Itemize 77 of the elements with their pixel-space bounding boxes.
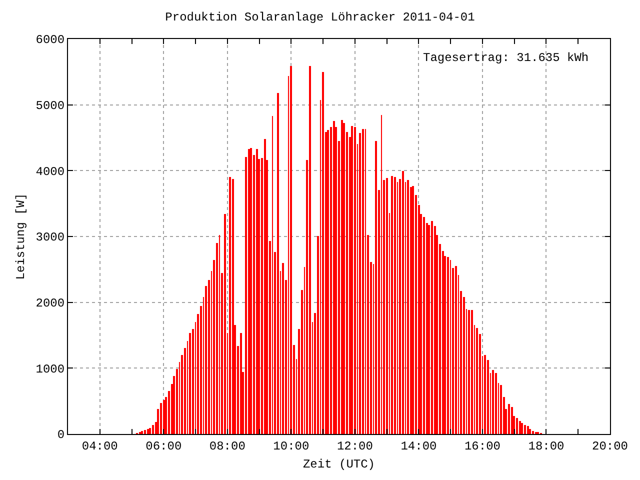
bar [516, 418, 518, 434]
bar [394, 177, 396, 434]
x-axis-title: Zeit (UTC) [302, 457, 376, 472]
bar [500, 385, 502, 434]
bar [386, 178, 388, 434]
bar [492, 370, 494, 434]
bar [423, 217, 425, 434]
y-tick-label: 3000 [36, 230, 65, 245]
x-tick-label: 06:00 [146, 439, 182, 454]
bar [447, 257, 449, 434]
bar [431, 221, 433, 434]
bar [391, 176, 393, 434]
bar [232, 179, 234, 434]
bar [519, 421, 521, 434]
y-tick-label: 0 [57, 428, 65, 442]
bar [402, 171, 404, 434]
bar [240, 333, 242, 434]
bar [309, 66, 311, 434]
bar [282, 263, 284, 434]
bar [468, 310, 470, 434]
bar [152, 425, 154, 434]
bar [511, 407, 513, 434]
bar [362, 129, 364, 434]
bar [147, 429, 149, 434]
bar [163, 400, 165, 434]
bar [351, 126, 353, 434]
bar [455, 266, 457, 434]
bar [532, 431, 534, 434]
x-tick-label: 12:00 [336, 439, 373, 454]
y-tick-label: 1000 [36, 362, 65, 376]
y-tick-label: 5000 [36, 99, 65, 114]
bar [256, 149, 258, 434]
bar [521, 423, 523, 434]
y-tick-label: 2000 [36, 296, 65, 311]
bar [359, 133, 361, 434]
bar [229, 177, 231, 434]
bar [189, 333, 191, 434]
bar [375, 141, 377, 434]
bar [341, 120, 343, 434]
bar [141, 431, 143, 434]
annotation: Tagesertrag: 31.635 kWh [423, 51, 589, 65]
bar [144, 430, 146, 434]
bar [333, 121, 335, 434]
bar [343, 123, 345, 434]
bar [149, 428, 151, 434]
x-tick-label: 20:00 [592, 439, 628, 454]
bar [428, 225, 430, 434]
x-tick-label: 18:00 [528, 439, 564, 454]
y-tick-label: 6000 [36, 33, 65, 48]
bar [327, 130, 329, 434]
x-tick-label: 04:00 [82, 439, 118, 454]
bar [250, 148, 252, 434]
x-tick-label: 10:00 [273, 439, 310, 454]
x-tick-label: 14:00 [400, 439, 437, 454]
bar [354, 127, 356, 434]
bar [407, 180, 409, 434]
bar [412, 186, 414, 434]
y-axis-title: Leistung [W] [14, 193, 28, 280]
x-tick-label: 16:00 [464, 439, 500, 454]
bar [484, 355, 486, 434]
bar [529, 429, 531, 434]
bar [527, 426, 529, 434]
bar [264, 139, 266, 434]
bar [471, 310, 473, 434]
bar [248, 149, 250, 434]
bar [277, 93, 279, 434]
chart-title: Produktion Solaranlage Löhracker 2011-04-01 [165, 10, 475, 24]
bar [224, 214, 226, 434]
bar [495, 373, 497, 434]
bar [476, 328, 478, 434]
bar [322, 72, 324, 434]
y-tick-label: 4000 [36, 164, 65, 179]
bar [290, 66, 292, 434]
bar [508, 404, 510, 434]
bar [524, 425, 526, 434]
bar [160, 403, 162, 434]
x-tick-label: 08:00 [209, 439, 246, 454]
